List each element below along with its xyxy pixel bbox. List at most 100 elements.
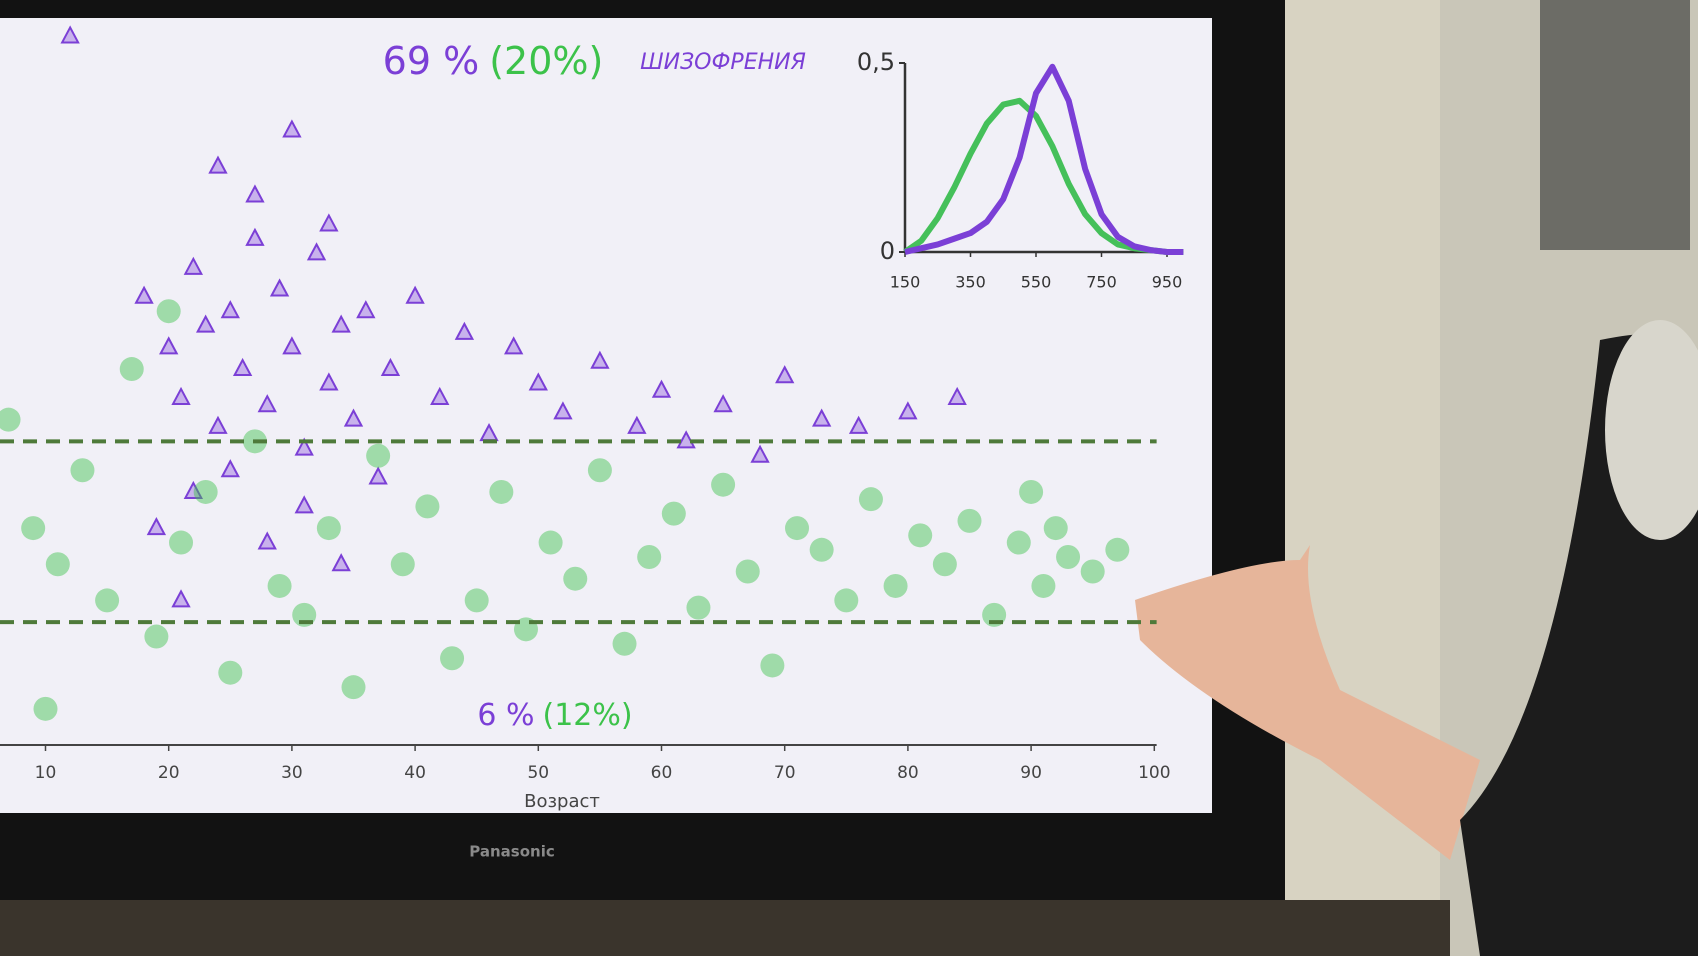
inset-title: ШИЗОФРЕНИЯ [640, 50, 806, 75]
circle-point [119, 357, 144, 382]
triangle-point [405, 285, 425, 304]
x-tick-label: 30 [281, 763, 303, 783]
circle-point [218, 660, 243, 685]
triangle-point [331, 314, 351, 333]
x-tick-label: 60 [651, 763, 673, 783]
triangle-point [750, 444, 770, 463]
circle-point [1031, 573, 1056, 598]
annotation-purple: 6 % [477, 698, 534, 733]
triangle-point [208, 155, 228, 174]
x-tick-label: 750 [1086, 273, 1117, 292]
circle-point [637, 545, 662, 570]
triangle-point [183, 480, 204, 499]
circle-point [957, 508, 982, 533]
y-tick-label: 0 [880, 237, 895, 265]
triangle-point [528, 372, 548, 391]
circle-point [908, 523, 933, 548]
circle-point [661, 501, 686, 526]
triangle-point [848, 415, 869, 434]
triangle-point [171, 589, 191, 608]
x-tick-label: 350 [955, 273, 986, 292]
circle-point [267, 573, 292, 598]
x-tick-label: 550 [1021, 273, 1052, 292]
triangle-point [208, 415, 228, 434]
triangle-point [282, 119, 302, 138]
circle-point [785, 516, 810, 541]
x-tick-label: 80 [897, 763, 919, 783]
triangle-point [380, 357, 401, 377]
y-tick-label: 0,5 [857, 48, 895, 76]
triangle-point [245, 184, 265, 203]
main-chart: 10 20 30 40 50 60 70 80 90 100 Возраст 69 % (20%) 6 %… [0, 25, 1171, 812]
circle-point [0, 407, 21, 432]
annotation: 6 % (12%) [477, 698, 632, 733]
triangle-point [306, 242, 327, 261]
circle-point [440, 646, 465, 671]
x-tick-label: 90 [1020, 763, 1042, 783]
triangle-point [134, 285, 154, 304]
triangle-point [430, 386, 450, 405]
screen [0, 18, 1212, 813]
x-tick-label: 40 [404, 763, 426, 783]
triangle-point [319, 372, 339, 391]
circle-point [21, 516, 46, 541]
triangle-point [245, 227, 265, 246]
window-pane [1540, 0, 1690, 250]
circle-point [612, 631, 637, 656]
triangle-point [294, 495, 314, 514]
curve [904, 63, 1184, 255]
triangle-point [553, 401, 573, 420]
triangle-point [368, 466, 388, 485]
triangle-point [232, 357, 253, 377]
circle-point [932, 552, 957, 577]
triangle-point [294, 437, 314, 456]
circle-point [341, 675, 366, 700]
circle-point [883, 573, 908, 598]
table [0, 900, 1450, 956]
x-tick-label: 20 [158, 763, 180, 783]
circle-point [809, 537, 834, 562]
circle-point [144, 624, 169, 649]
circle-point [587, 458, 612, 483]
circle-point [1080, 559, 1105, 584]
triangle-point [356, 300, 376, 319]
circle-point [760, 653, 785, 678]
triangle-point [651, 379, 672, 398]
triangle-point [60, 25, 80, 44]
x-tick-label: 70 [774, 763, 796, 783]
circle-point [1006, 530, 1031, 555]
circle-point [169, 530, 194, 555]
circle-point [735, 559, 760, 584]
triangle-point [627, 415, 647, 434]
circle-point [489, 479, 514, 504]
circle-point [95, 588, 120, 613]
circle-point [538, 530, 563, 555]
brand-label: Panasonic [469, 843, 554, 861]
circle-point [415, 494, 440, 519]
x-tick-label: 150 [890, 273, 921, 292]
triangle-point [195, 314, 216, 333]
triangle-point [282, 336, 302, 355]
circle-point [1019, 479, 1044, 504]
circle-point [711, 472, 736, 497]
triangle-point [331, 553, 351, 572]
hair [1605, 320, 1698, 540]
triangle-point [503, 336, 524, 355]
circle-point [366, 443, 391, 468]
x-tick-label: 950 [1152, 273, 1183, 292]
triangle-point [269, 278, 290, 297]
annotation: 69 % (20%) [383, 39, 604, 83]
x-axis-label: Возраст [524, 791, 600, 812]
x-tick-label: 100 [1138, 763, 1170, 783]
annotation-green: (12%) [543, 698, 633, 733]
triangle-point [220, 300, 240, 319]
circle-point [33, 696, 58, 721]
triangle-point [898, 401, 918, 420]
circle-point [390, 552, 415, 577]
triangle-point [811, 408, 832, 427]
circle-point [563, 566, 588, 591]
annotation-purple: 69 % [383, 39, 480, 83]
triangle-point [257, 531, 277, 550]
circle-point [686, 595, 711, 620]
